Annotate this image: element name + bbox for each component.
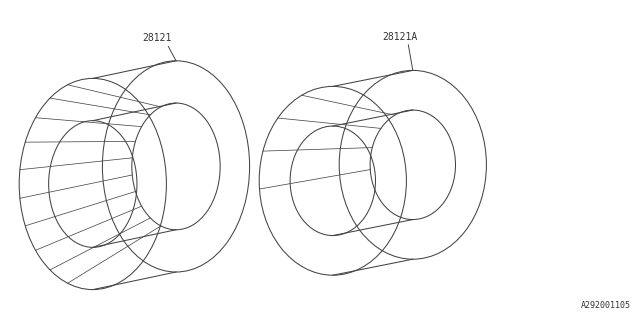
Text: A292001105: A292001105 [580,301,630,310]
Text: 28121A: 28121A [382,32,418,42]
Text: 28121: 28121 [142,33,172,43]
